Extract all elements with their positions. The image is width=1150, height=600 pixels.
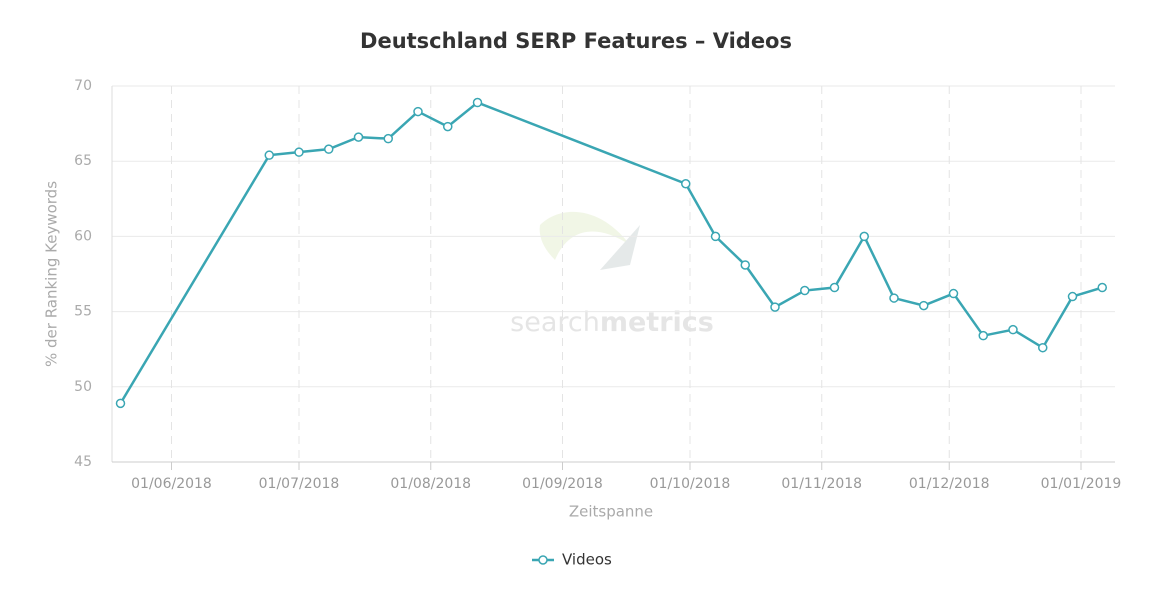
x-tick-label: 01/07/2018: [259, 476, 340, 492]
data-point: [443, 121, 453, 132]
x-tick-label: 01/11/2018: [781, 476, 862, 492]
data-point: [740, 260, 750, 270]
data-point: [1008, 324, 1018, 335]
data-point: [294, 147, 304, 157]
data-point: [919, 300, 929, 311]
data-point: [710, 231, 721, 242]
series-line: [119, 101, 1103, 404]
x-axis-label: Zeitspanne: [569, 503, 653, 521]
chart-title: Deutschland SERP Features – Videos: [360, 29, 792, 53]
data-point: [413, 106, 423, 117]
y-tick-label: 50: [74, 379, 92, 395]
data-point: [1038, 342, 1048, 353]
legend-label: Videos: [562, 551, 612, 569]
y-tick-label: 55: [74, 304, 92, 320]
x-tick-label: 01/08/2018: [390, 476, 471, 492]
data-point: [264, 150, 274, 160]
data-point: [948, 288, 959, 299]
data-point: [353, 132, 364, 142]
x-tick-label: 01/06/2018: [131, 476, 212, 492]
y-tick-label: 45: [74, 454, 92, 470]
x-tick-label: 01/09/2018: [522, 476, 603, 492]
y-tick-label: 65: [74, 153, 92, 169]
watermark-logo: [539, 211, 630, 260]
watermark: searchmetrics: [510, 211, 714, 338]
data-point: [324, 144, 334, 154]
x-tick-label: 01/12/2018: [909, 476, 990, 492]
data-point: [829, 282, 840, 293]
y-axis-label: % der Ranking Keywords: [43, 181, 61, 367]
data-point: [859, 231, 869, 242]
data-point: [383, 133, 393, 144]
y-tick-label: 70: [74, 78, 92, 94]
data-point: [800, 285, 810, 296]
y-tick-label: 60: [74, 228, 92, 244]
data-point: [472, 97, 483, 108]
data-point: [115, 398, 126, 409]
legend-marker: [538, 555, 548, 565]
data-point: [889, 293, 899, 303]
data-point: [770, 302, 780, 312]
x-tick-label: 01/10/2018: [650, 476, 731, 492]
data-point: [1097, 282, 1107, 293]
data-point: [1067, 291, 1078, 302]
x-tick-label: 01/01/2019: [1041, 476, 1122, 492]
data-point: [681, 179, 691, 189]
data-point: [978, 330, 988, 341]
